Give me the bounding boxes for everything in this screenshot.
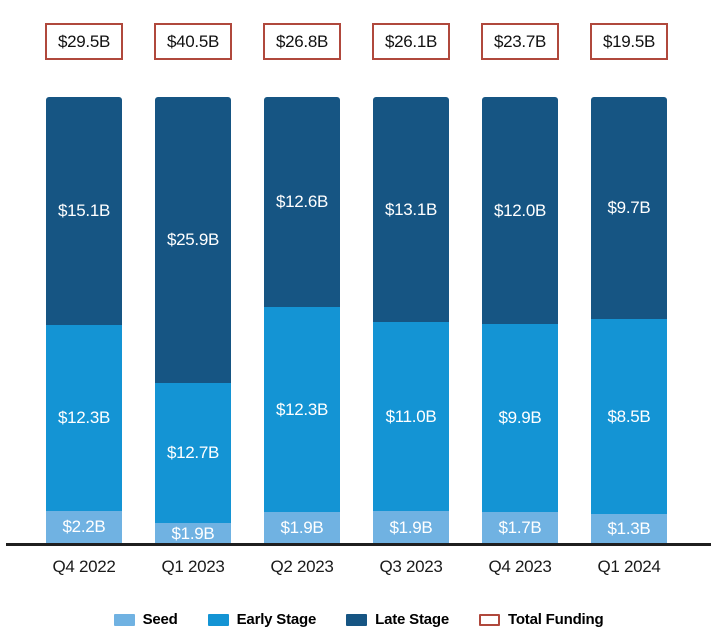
total-funding-value: $26.1B (384, 31, 438, 51)
segment-value-label: $25.9B (166, 229, 220, 249)
bar-segment-late-stage: $9.7B (591, 97, 667, 320)
stacked-bar: $9.7B $8.5B $1.3B (591, 97, 667, 544)
segment-value-label: $2.2B (62, 517, 106, 537)
bar-segment-seed: $1.3B (591, 514, 667, 544)
bar-segment-early-stage: $12.3B (264, 307, 340, 513)
legend-item-late-stage: Late Stage (346, 611, 449, 628)
bar-segment-late-stage: $13.1B (373, 97, 449, 323)
segment-value-label: $9.7B (607, 198, 651, 218)
stacked-bar: $13.1B $11.0B $1.9B (373, 97, 449, 544)
legend-label: Late Stage (375, 611, 449, 628)
x-axis-label: Q1 2023 (161, 557, 225, 576)
bar-segment-early-stage: $8.5B (591, 319, 667, 515)
segment-value-label: $1.9B (389, 517, 433, 537)
segment-value-label: $12.7B (166, 442, 220, 462)
segment-value-label: $1.3B (607, 519, 651, 539)
bar-segment-early-stage: $12.7B (155, 382, 231, 524)
bar-segment-late-stage: $15.1B (46, 97, 122, 326)
legend-item-seed: Seed (113, 611, 178, 628)
bar-segment-early-stage: $12.3B (46, 325, 122, 511)
stacked-bar: $12.6B $12.3B $1.9B (264, 97, 340, 544)
stacked-bar: $25.9B $12.7B $1.9B (155, 97, 231, 544)
legend-swatch-seed-icon (113, 613, 135, 626)
segment-value-label: $15.1B (57, 201, 111, 221)
segment-value-label: $12.0B (493, 200, 547, 220)
x-axis-label: Q3 2023 (379, 557, 443, 576)
legend: Seed Early Stage Late Stage Total Funding (0, 611, 717, 628)
stacked-bar: $12.0B $9.9B $1.7B (482, 97, 558, 544)
legend-swatch-total-funding-icon (479, 613, 500, 626)
segment-value-label: $1.7B (498, 517, 542, 537)
bar-segment-late-stage: $12.6B (264, 97, 340, 308)
bar-segment-early-stage: $11.0B (373, 322, 449, 512)
total-funding-value: $19.5B (602, 31, 656, 51)
segment-value-label: $12.3B (57, 407, 111, 427)
bar-segment-late-stage: $25.9B (155, 97, 231, 383)
bar-segment-seed: $1.7B (482, 511, 558, 544)
legend-swatch-late-stage-icon (346, 613, 368, 626)
total-funding-badge: $19.5B (590, 23, 668, 60)
segment-value-label: $13.1B (384, 199, 438, 219)
total-funding-value: $23.7B (493, 31, 547, 51)
total-funding-value: $29.5B (57, 31, 111, 51)
total-funding-badge: $23.7B (481, 23, 559, 60)
segment-value-label: $11.0B (385, 406, 437, 426)
x-axis-label: Q2 2023 (270, 557, 334, 576)
bar-segment-early-stage: $9.9B (482, 324, 558, 512)
legend-swatch-early-stage-icon (207, 613, 229, 626)
bar-segment-seed: $2.2B (46, 510, 122, 544)
total-funding-value: $40.5B (166, 31, 220, 51)
total-funding-badge: $26.8B (263, 23, 341, 60)
legend-item-early-stage: Early Stage (207, 611, 317, 628)
legend-item-total-funding: Total Funding (479, 611, 604, 628)
total-funding-value: $26.8B (275, 31, 329, 51)
legend-label: Early Stage (236, 611, 317, 628)
bar-segment-late-stage: $12.0B (482, 97, 558, 325)
bar-segment-seed: $1.9B (155, 523, 231, 544)
segment-value-label: $9.9B (498, 408, 542, 428)
legend-label: Total Funding (508, 611, 604, 628)
bar-segment-seed: $1.9B (373, 511, 449, 544)
segment-value-label: $1.9B (171, 523, 215, 543)
legend-label: Seed (142, 611, 178, 628)
segment-value-label: $12.6B (275, 192, 329, 212)
x-axis-label: Q4 2023 (488, 557, 552, 576)
bar-segment-seed: $1.9B (264, 512, 340, 544)
x-axis-label: Q4 2022 (52, 557, 116, 576)
total-funding-badge: $40.5B (154, 23, 232, 60)
segment-value-label: $1.9B (280, 518, 324, 538)
segment-value-label: $8.5B (607, 406, 651, 426)
stacked-bar: $15.1B $12.3B $2.2B (46, 97, 122, 544)
total-funding-badge: $26.1B (372, 23, 450, 60)
segment-value-label: $12.3B (275, 399, 329, 419)
total-funding-badge: $29.5B (45, 23, 123, 60)
x-axis-label: Q1 2024 (597, 557, 661, 576)
x-axis-line (6, 543, 711, 546)
